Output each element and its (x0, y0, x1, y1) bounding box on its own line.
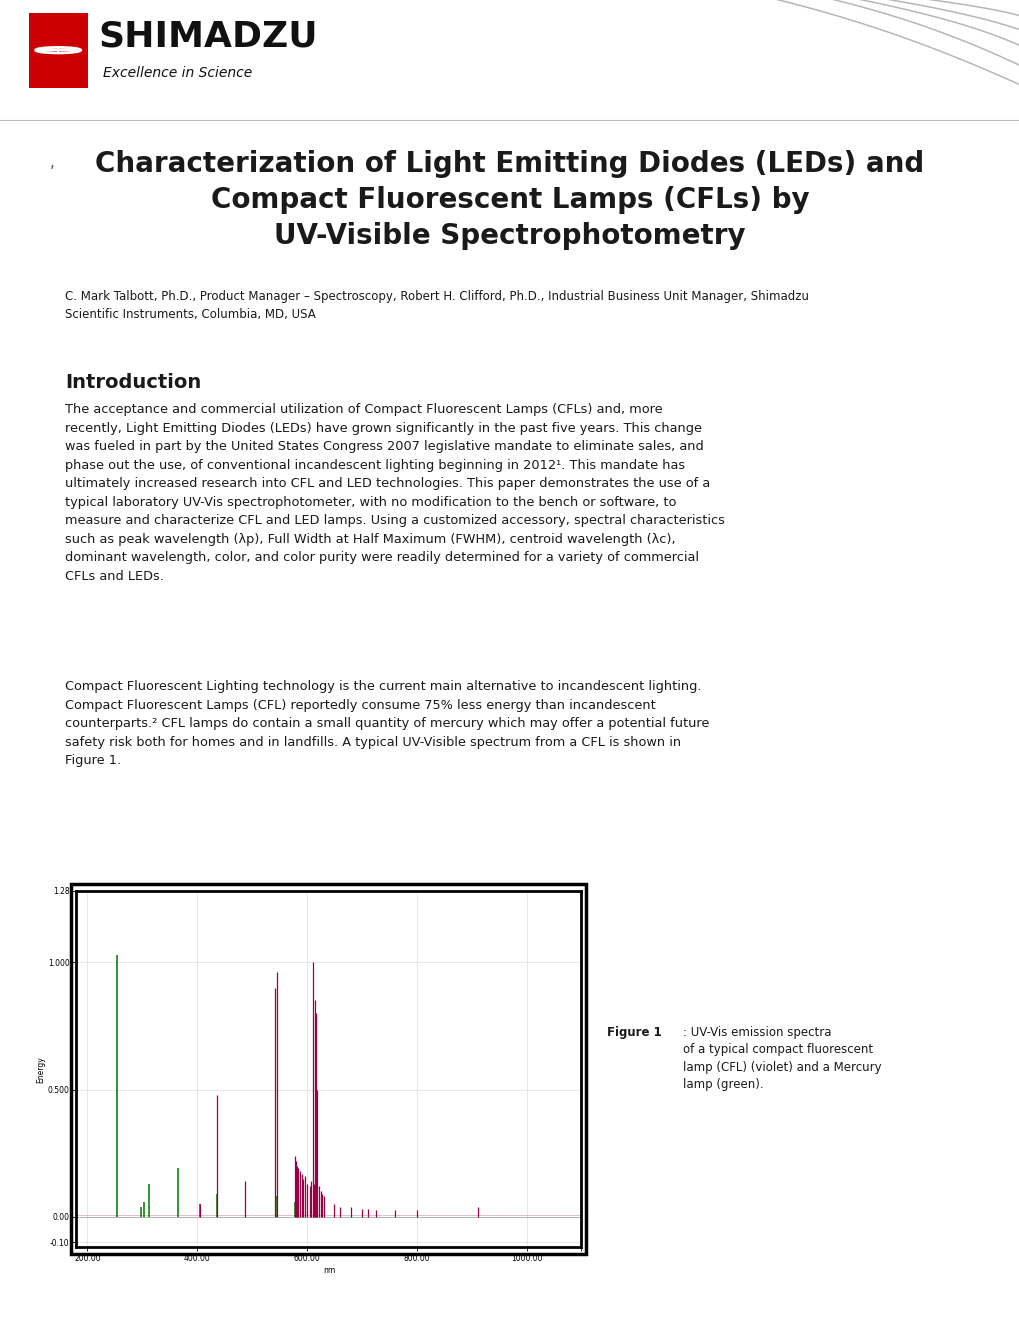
Text: The acceptance and commercial utilization of Compact Fluorescent Lamps (CFLs) an: The acceptance and commercial utilizatio… (65, 404, 725, 583)
Text: C. Mark Talbott, Ph.D., Product Manager – Spectroscopy, Robert H. Clifford, Ph.D: C. Mark Talbott, Ph.D., Product Manager … (65, 290, 808, 321)
Text: Compact Fluorescent Lighting technology is the current main alternative to incan: Compact Fluorescent Lighting technology … (65, 680, 708, 767)
Text: ,: , (50, 156, 55, 170)
Text: Characterization of Light Emitting Diodes (LEDs) and
Compact Fluorescent Lamps (: Characterization of Light Emitting Diode… (96, 150, 923, 249)
Y-axis label: Energy: Energy (36, 1056, 45, 1082)
FancyBboxPatch shape (29, 12, 88, 87)
Text: SHIMADZU: SHIMADZU (98, 20, 317, 54)
Text: : UV-Vis emission spectra
of a typical compact fluorescent
lamp (CFL) (violet) a: : UV-Vis emission spectra of a typical c… (683, 1026, 881, 1092)
X-axis label: nm: nm (322, 1266, 335, 1275)
Text: Figure 1: Figure 1 (606, 1026, 661, 1039)
Text: Excellence in Science: Excellence in Science (103, 66, 252, 79)
Text: Introduction: Introduction (65, 374, 201, 392)
